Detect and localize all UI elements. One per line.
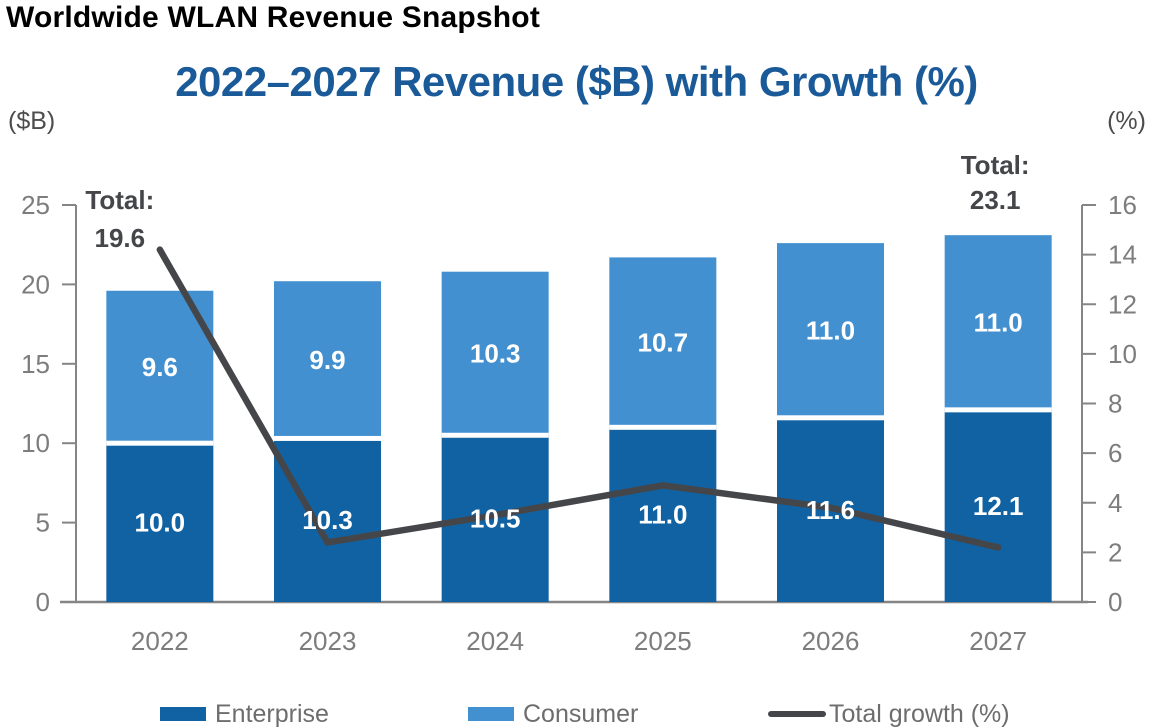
right-axis-tick-label: 0 <box>1108 587 1122 617</box>
total-annotation-value-2022: 19.6 <box>95 223 146 253</box>
bar-label-consumer-2026: 11.0 <box>806 315 855 345</box>
bar-enterprise-2027 <box>944 409 1052 602</box>
left-axis-tick-label: 5 <box>36 508 50 538</box>
bar-segment-separator-2025 <box>609 424 717 430</box>
bar-consumer-2023 <box>274 281 381 439</box>
bar-label-enterprise-2026: 11.6 <box>806 495 855 525</box>
bar-label-consumer-2023: 9.9 <box>309 345 345 375</box>
right-axis-tick-label: 2 <box>1108 537 1122 567</box>
bar-segment-separator-2026 <box>777 415 884 421</box>
total-annotation-label-2027: Total: <box>961 150 1030 180</box>
right-axis-tick-label: 6 <box>1108 438 1122 468</box>
x-axis-label-2025: 2025 <box>634 626 692 656</box>
x-axis-label-2027: 2027 <box>969 626 1027 656</box>
bar-segment-separator-2023 <box>274 435 381 441</box>
left-axis-tick-label: 15 <box>21 349 50 379</box>
bar-label-enterprise-2025: 11.0 <box>638 500 687 530</box>
total-annotation-value-2027: 23.1 <box>970 185 1021 215</box>
left-axis-tick-label: 25 <box>21 190 50 220</box>
bar-label-enterprise-2022: 10.0 <box>135 508 186 538</box>
bar-label-enterprise-2027: 12.1 <box>973 491 1024 521</box>
total-annotation-label-2022: Total: <box>85 185 154 215</box>
bar-label-consumer-2024: 10.3 <box>470 338 521 368</box>
right-axis-tick-label: 10 <box>1108 339 1137 369</box>
bar-label-enterprise-2023: 10.3 <box>302 505 353 535</box>
bar-consumer-2026 <box>777 243 884 418</box>
bar-label-consumer-2025: 10.7 <box>638 327 689 357</box>
x-axis-label-2026: 2026 <box>802 626 860 656</box>
bar-consumer-2025 <box>609 257 717 428</box>
right-axis-tick-label: 14 <box>1108 240 1137 270</box>
left-axis-tick-label: 10 <box>21 428 50 458</box>
bar-enterprise-2023 <box>274 438 381 602</box>
bar-segment-separator-2022 <box>106 440 214 446</box>
x-axis-label-2024: 2024 <box>466 626 524 656</box>
right-axis-unit-label: (%) <box>1107 107 1146 135</box>
bar-label-consumer-2027: 11.0 <box>974 308 1023 338</box>
bar-consumer-2027 <box>944 235 1052 410</box>
total-growth-line <box>156 246 1002 551</box>
left-axis-tick-label: 20 <box>21 269 50 299</box>
bar-segment-separator-2024 <box>441 432 549 438</box>
right-axis-tick-label: 16 <box>1108 190 1137 220</box>
right-axis-tick-label: 12 <box>1108 289 1137 319</box>
right-axis-tick-label: 4 <box>1108 488 1122 518</box>
page-title: Worldwide WLAN Revenue Snapshot <box>6 1 541 34</box>
bar-label-consumer-2022: 9.6 <box>142 352 178 382</box>
chart-title: 2022–2027 Revenue ($B) with Growth (%) <box>175 58 978 105</box>
bar-consumer-2024 <box>441 271 549 436</box>
bar-segment-separator-2027 <box>944 407 1052 413</box>
bar-label-enterprise-2024: 10.5 <box>470 504 521 534</box>
left-axis-unit-label: ($B) <box>8 107 56 135</box>
x-axis-label-2022: 2022 <box>131 626 189 656</box>
bar-enterprise-2025 <box>609 427 717 602</box>
left-axis-tick-label: 0 <box>36 587 50 617</box>
x-axis-label-2023: 2023 <box>299 626 357 656</box>
right-axis-tick-label: 8 <box>1108 389 1122 419</box>
bar-enterprise-2022 <box>106 443 214 602</box>
